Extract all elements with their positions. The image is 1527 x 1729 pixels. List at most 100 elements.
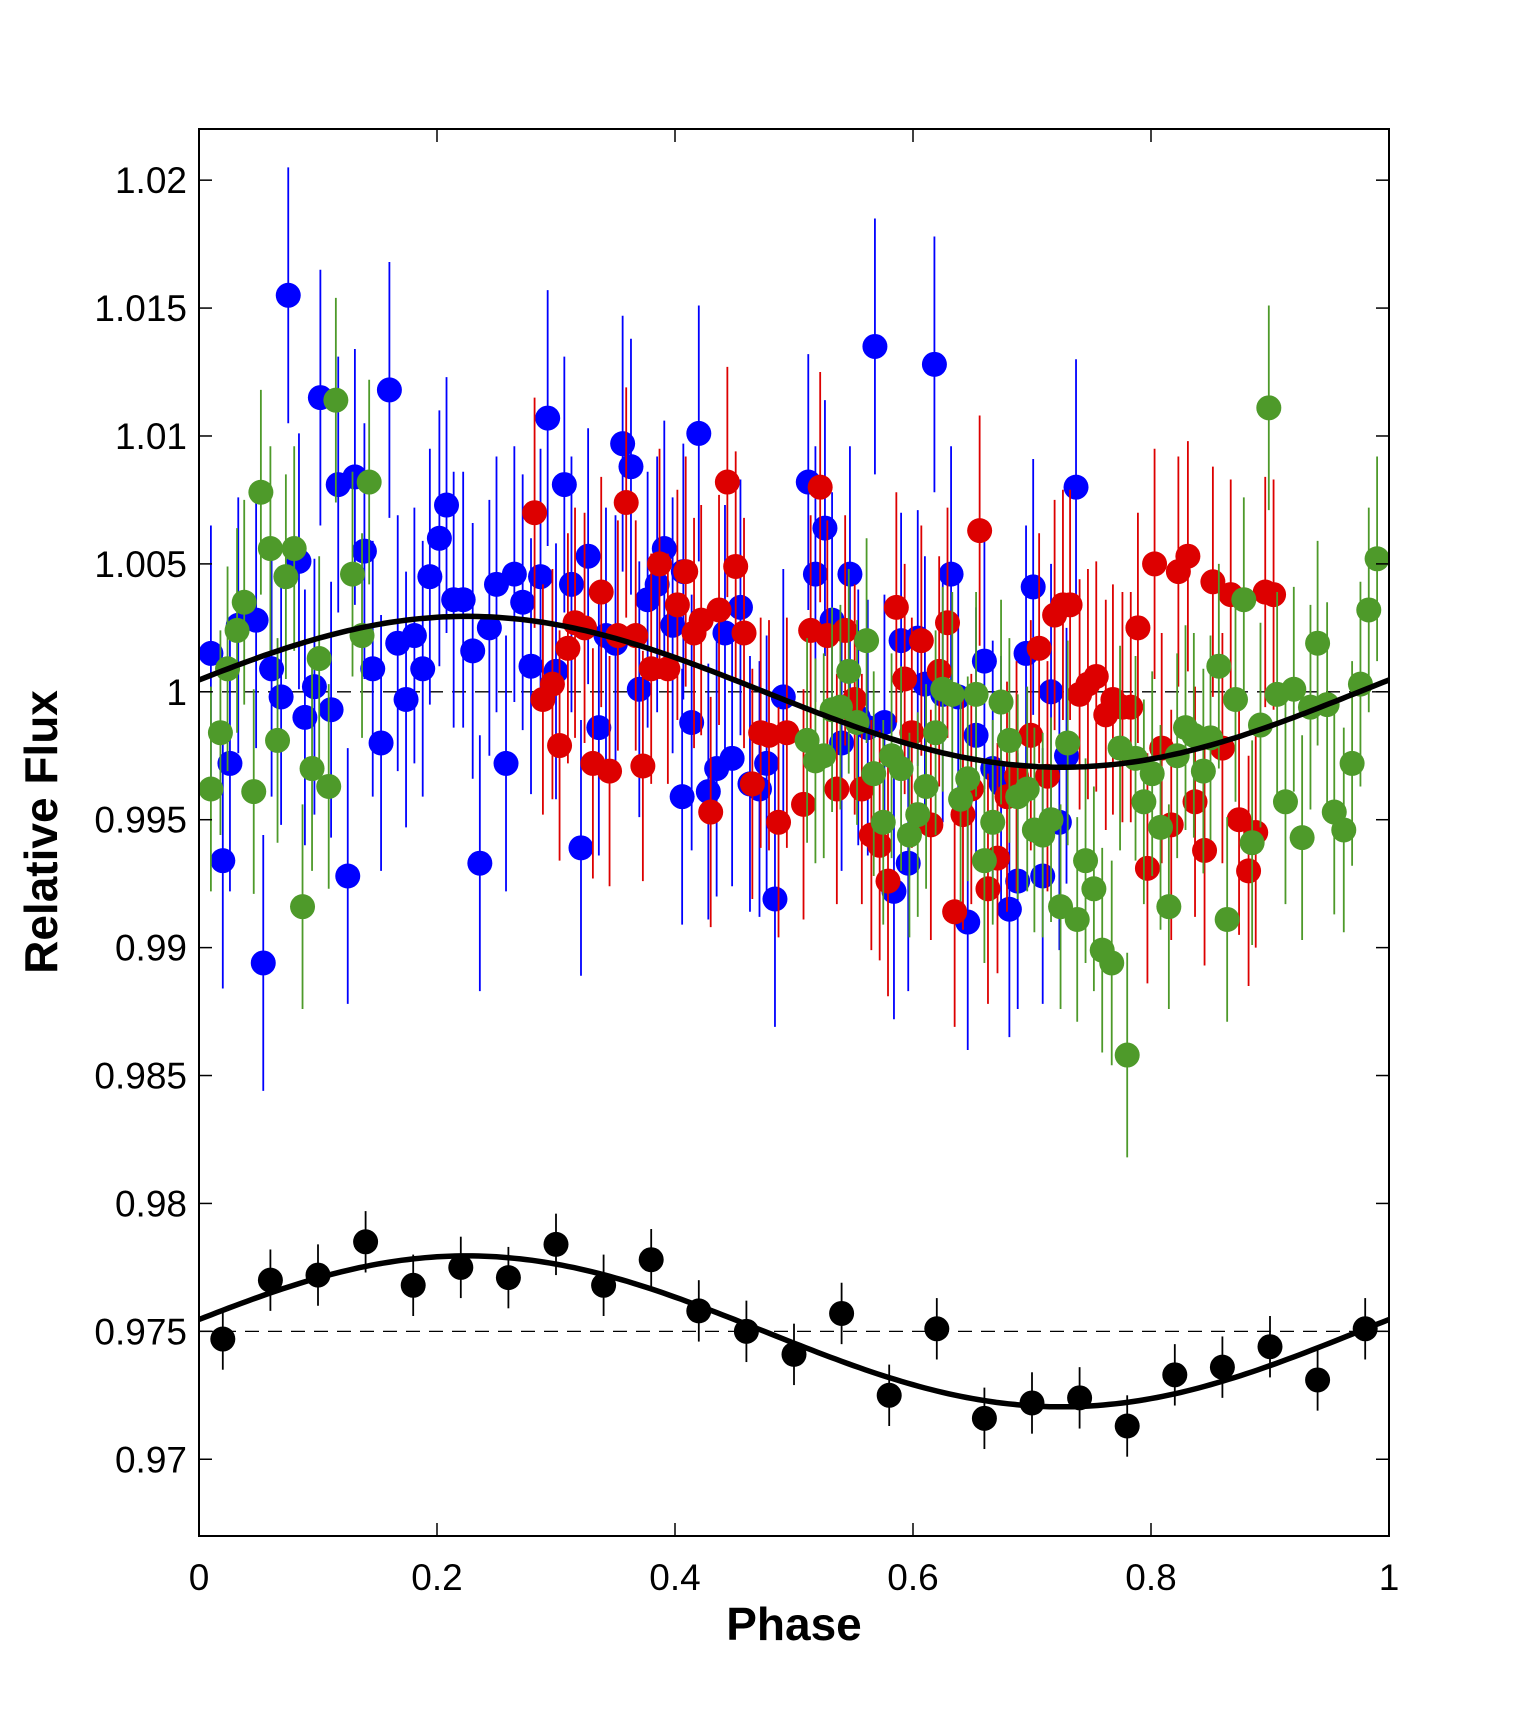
data-point (547, 733, 573, 759)
data-point (1192, 837, 1218, 863)
data-point (217, 750, 243, 776)
data-point (837, 561, 863, 587)
model-curves (198, 613, 1391, 1410)
y-tick-label: 1 (166, 672, 187, 713)
data-point (638, 1247, 664, 1273)
data-point (660, 612, 686, 638)
data-point (1182, 789, 1208, 815)
data-point (460, 638, 486, 664)
data-point (1272, 789, 1298, 815)
data-point (250, 950, 276, 976)
data-point (356, 469, 382, 495)
data-point (426, 525, 452, 551)
data-point (207, 720, 233, 746)
data-point (493, 750, 519, 776)
y-tick-label: 1.02 (115, 160, 187, 201)
data-point (1139, 761, 1165, 787)
y-tick-label: 1.005 (94, 544, 187, 585)
data-point (905, 802, 931, 828)
data-point (597, 758, 623, 784)
data-point (476, 615, 502, 641)
data-point (875, 868, 901, 894)
data-point (913, 773, 939, 799)
data-point (854, 628, 880, 654)
y-axis-label: Relative Flux (15, 690, 67, 974)
plot-frame (198, 128, 1390, 1537)
data-point (626, 676, 652, 702)
data-point (257, 1267, 283, 1293)
data-point (686, 420, 712, 446)
data-point (273, 564, 299, 590)
data-point (908, 628, 934, 654)
data-point (510, 589, 536, 615)
data-point (921, 351, 947, 377)
data-point (774, 720, 800, 746)
data-point (824, 776, 850, 802)
data-point (1257, 1334, 1283, 1360)
data-point (292, 704, 318, 730)
data-point (967, 518, 993, 544)
data-point (1063, 474, 1089, 500)
data-point (340, 561, 366, 587)
data-point (1156, 894, 1182, 920)
data-point (1038, 679, 1064, 705)
data-point (306, 646, 332, 672)
data-point (1026, 635, 1052, 661)
data-point (539, 671, 565, 697)
data-point (1231, 587, 1257, 613)
y-tick-label: 0.985 (94, 1056, 187, 1097)
data-point (301, 674, 327, 700)
data-point (1057, 592, 1083, 618)
data-point (827, 694, 853, 720)
data-point (1190, 758, 1216, 784)
y-tick-label: 0.995 (94, 800, 187, 841)
data-point (980, 809, 1006, 835)
data-point (766, 809, 792, 835)
data-point (558, 571, 584, 597)
data-point (1236, 858, 1262, 884)
data-point (942, 899, 968, 925)
data-point (963, 681, 989, 707)
y-tick-label: 1.01 (115, 416, 187, 457)
data-point (923, 720, 949, 746)
data-point (353, 1229, 379, 1255)
data-point (323, 387, 349, 413)
data-point (1114, 1413, 1140, 1439)
data-point (939, 681, 965, 707)
data-point (1142, 551, 1168, 577)
data-point (613, 489, 639, 515)
data-point (1339, 750, 1365, 776)
data-point (518, 653, 544, 679)
data-point (248, 479, 274, 505)
x-tick-label: 0.8 (1125, 1557, 1176, 1598)
y-tick-label: 0.97 (115, 1439, 187, 1480)
data-point (971, 1405, 997, 1431)
data-point (1055, 730, 1081, 756)
data-point (198, 640, 224, 666)
y-tick-label: 0.98 (115, 1183, 187, 1224)
data-point (231, 589, 257, 615)
data-point (861, 761, 887, 787)
x-tick-label: 0.4 (649, 1557, 700, 1598)
data-point (1134, 855, 1160, 881)
model-curve (198, 1253, 1391, 1410)
data-point (318, 697, 344, 723)
data-point (807, 474, 833, 500)
data-point (1148, 814, 1174, 840)
data-point (281, 536, 307, 562)
data-point (867, 832, 893, 858)
data-point (802, 561, 828, 587)
data-point (896, 822, 922, 848)
data-point (241, 779, 267, 805)
data-point (812, 515, 838, 541)
data-point (259, 656, 285, 682)
data-point (335, 863, 361, 889)
data-point (1118, 694, 1144, 720)
data-point (698, 799, 724, 825)
data-point (224, 617, 250, 643)
data-point (955, 766, 981, 792)
data-point (1364, 546, 1390, 572)
data-point (996, 727, 1022, 753)
data-point (368, 730, 394, 756)
